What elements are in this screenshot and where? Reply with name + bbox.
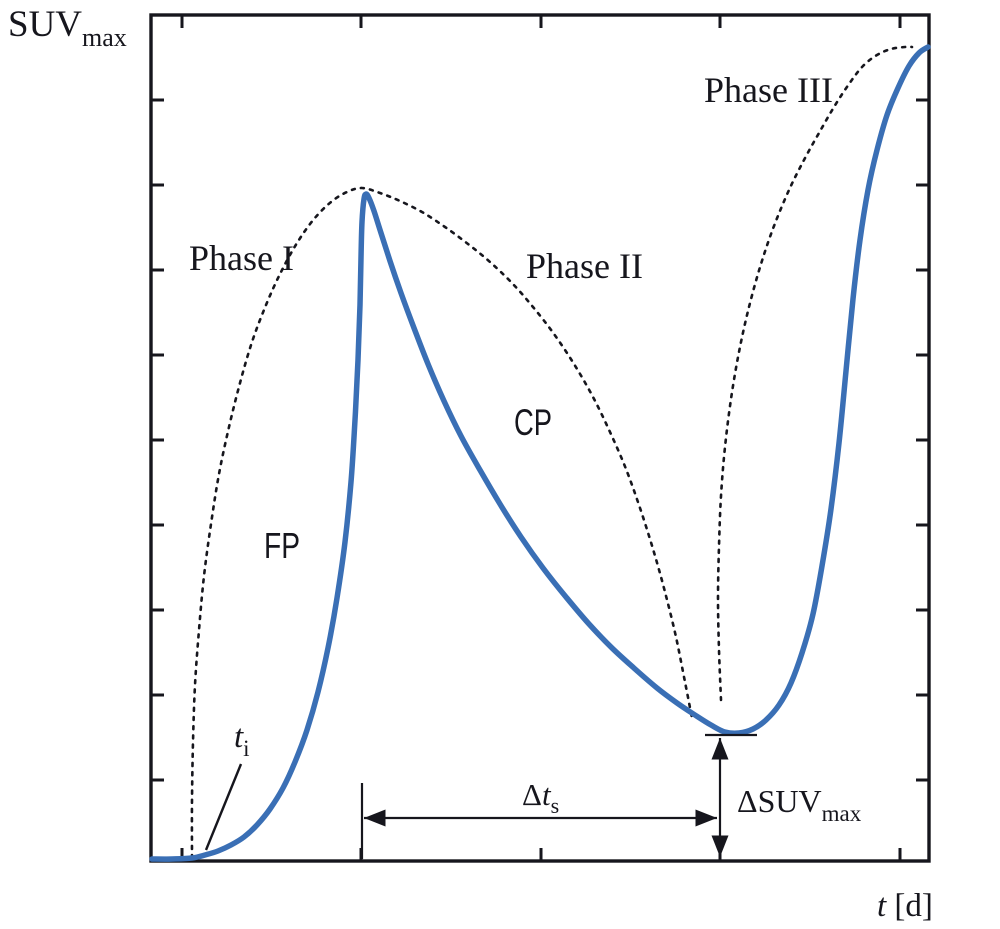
ti-pointer-line <box>204 763 243 851</box>
cp-label: CP <box>514 402 552 443</box>
delta-ts-label: Δts <box>522 777 559 818</box>
ti-label: ti <box>234 719 250 761</box>
delta-suvmax-label: ΔSUVmax <box>737 783 862 826</box>
phase-2-label: Phase II <box>526 246 643 286</box>
fp-label: FP <box>264 525 300 566</box>
phase-envelope-1 <box>190 186 694 860</box>
text-labels: SUVmax Phase I Phase II Phase III CP FP ti Δts Δ… <box>8 4 933 924</box>
suvmax-curve <box>149 44 931 862</box>
phase-3-label: Phase III <box>704 70 833 110</box>
phase-1-label: Phase I <box>189 238 294 278</box>
annotation-arrows <box>204 733 757 859</box>
phase-envelope-2 <box>716 45 914 702</box>
y-axis-label: SUVmax <box>8 4 127 52</box>
phase-envelope-curves <box>190 45 914 860</box>
suvmax-curve-group <box>149 44 931 862</box>
x-axis-label: t [d] <box>877 888 933 924</box>
